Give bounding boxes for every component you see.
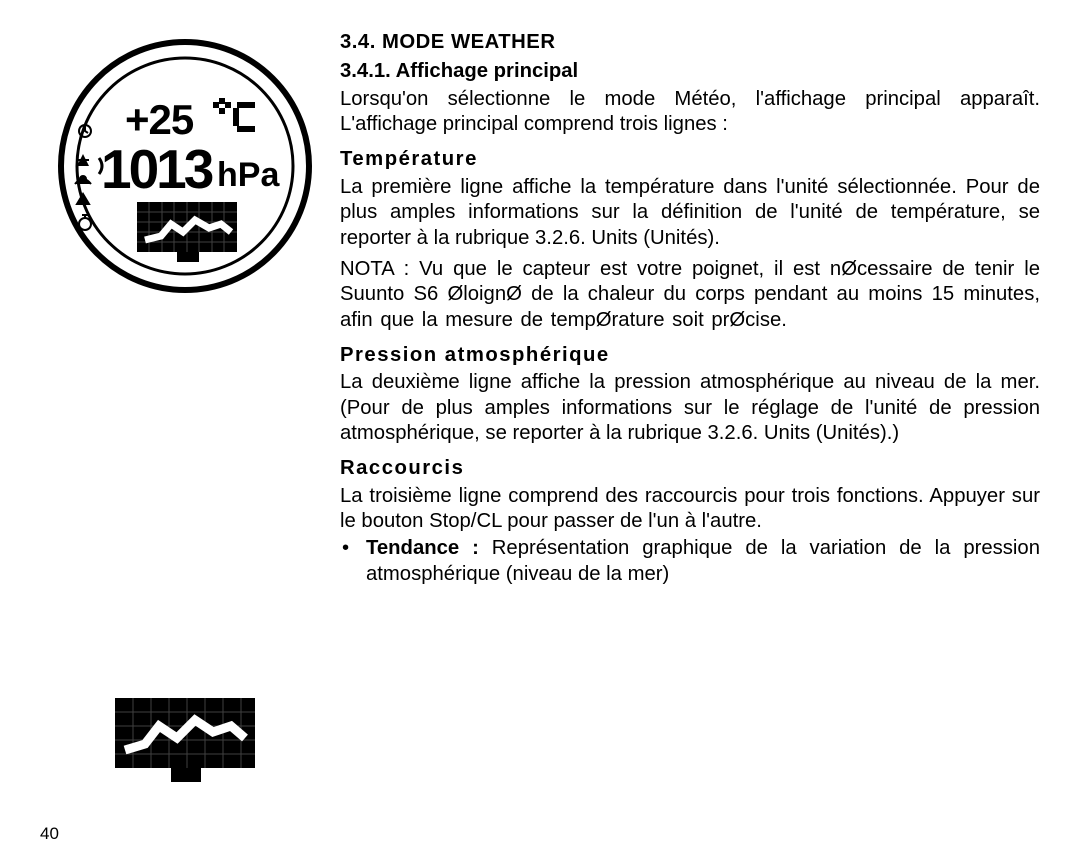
svg-text:hPa: hPa [217, 156, 280, 194]
page-number: 40 [40, 824, 59, 844]
svg-text:+25: +25 [125, 96, 194, 143]
svg-text:1013: 1013 [101, 138, 213, 200]
bullet-marker: • [340, 536, 366, 587]
pressure-title: Pression atmosphérique [340, 343, 1040, 368]
section-heading: 3.4. MODE WEATHER [340, 30, 1040, 55]
temperature-nota: NOTA : Vu que le capteur est votre poign… [340, 257, 1040, 333]
illustration-column: +25 1013 hPa [40, 30, 330, 844]
bullet-item-tendance: • Tendance : Représentation graphique de… [340, 536, 1040, 587]
watch-face-illustration: +25 1013 hPa [55, 36, 315, 296]
intro-paragraph: Lorsqu'on sélectionne le mode Météo, l'a… [340, 87, 1040, 138]
shortcuts-title: Raccourcis [340, 456, 1040, 481]
trend-graph-illustration [105, 696, 265, 786]
pressure-body: La deuxième ligne affiche la pression at… [340, 370, 1040, 446]
shortcuts-body: La troisième ligne comprend des raccourc… [340, 484, 1040, 535]
bullet-text: Tendance : Représentation graphique de l… [366, 536, 1040, 587]
subsection-heading: 3.4.1. Affichage principal [340, 59, 1040, 84]
temperature-title: Température [340, 147, 1040, 172]
temperature-body: La première ligne affiche la température… [340, 175, 1040, 251]
bullet-lead: Tendance : [366, 537, 479, 559]
text-column: 3.4. MODE WEATHER 3.4.1. Affichage princ… [330, 30, 1040, 844]
